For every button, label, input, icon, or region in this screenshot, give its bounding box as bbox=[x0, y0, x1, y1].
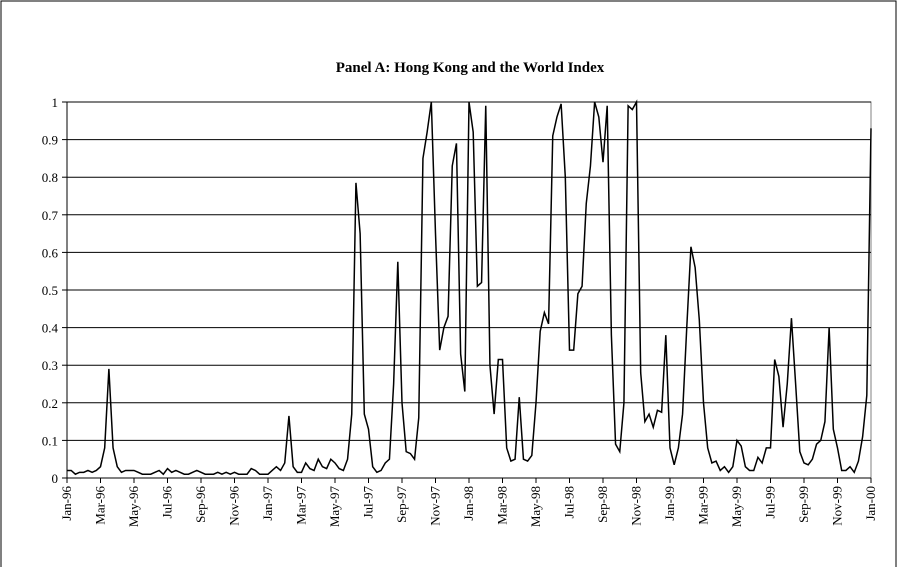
x-tick-label: Sep-96 bbox=[193, 486, 208, 523]
x-tick-label: Nov-98 bbox=[629, 486, 644, 526]
x-tick-label: Jul-99 bbox=[763, 486, 778, 519]
x-tick-label: Sep-98 bbox=[595, 486, 610, 523]
x-tick-label: Sep-99 bbox=[796, 486, 811, 523]
chart-title: Panel A: Hong Kong and the World Index bbox=[336, 60, 605, 76]
x-tick-label: Jan-00 bbox=[863, 486, 878, 521]
x-tick-label: Nov-96 bbox=[227, 486, 242, 526]
x-tick-label: Mar-98 bbox=[495, 486, 510, 525]
x-tick-label: Jul-98 bbox=[562, 486, 577, 519]
y-tick-label: 0.2 bbox=[42, 396, 58, 411]
y-tick-label: 1 bbox=[52, 95, 59, 110]
x-tick-label: Jan-96 bbox=[59, 486, 74, 521]
x-tick-label: Mar-96 bbox=[93, 486, 108, 525]
x-tick-label: Jan-98 bbox=[461, 486, 476, 521]
x-tick-label: Nov-97 bbox=[428, 486, 443, 526]
x-tick-label: Mar-97 bbox=[294, 486, 309, 525]
x-tick-label: May-99 bbox=[729, 486, 744, 527]
y-tick-label: 0.5 bbox=[42, 283, 58, 298]
y-tick-label: 0.8 bbox=[42, 170, 58, 185]
y-tick-label: 0.7 bbox=[42, 208, 59, 223]
x-tick-label: May-96 bbox=[126, 486, 141, 528]
x-tick-label: Jan-99 bbox=[662, 486, 677, 521]
y-tick-label: 0.4 bbox=[42, 321, 59, 336]
x-tick-label: Mar-99 bbox=[696, 486, 711, 525]
x-tick-label: Jul-96 bbox=[160, 486, 175, 519]
y-tick-label: 0.1 bbox=[42, 433, 58, 448]
y-tick-label: 0.6 bbox=[42, 245, 59, 260]
data-line bbox=[67, 99, 872, 476]
x-tick-label: Jan-97 bbox=[260, 486, 275, 521]
y-tick-label: 0 bbox=[52, 471, 59, 486]
y-tick-label: 0.3 bbox=[42, 358, 58, 373]
x-tick-label: May-98 bbox=[528, 486, 543, 527]
y-tick-label: 0.9 bbox=[42, 133, 58, 148]
x-tick-label: Nov-99 bbox=[830, 486, 845, 526]
x-tick-label: May-97 bbox=[327, 486, 342, 528]
x-tick-label: Jul-97 bbox=[361, 486, 376, 519]
x-tick-label: Sep-97 bbox=[394, 486, 409, 523]
